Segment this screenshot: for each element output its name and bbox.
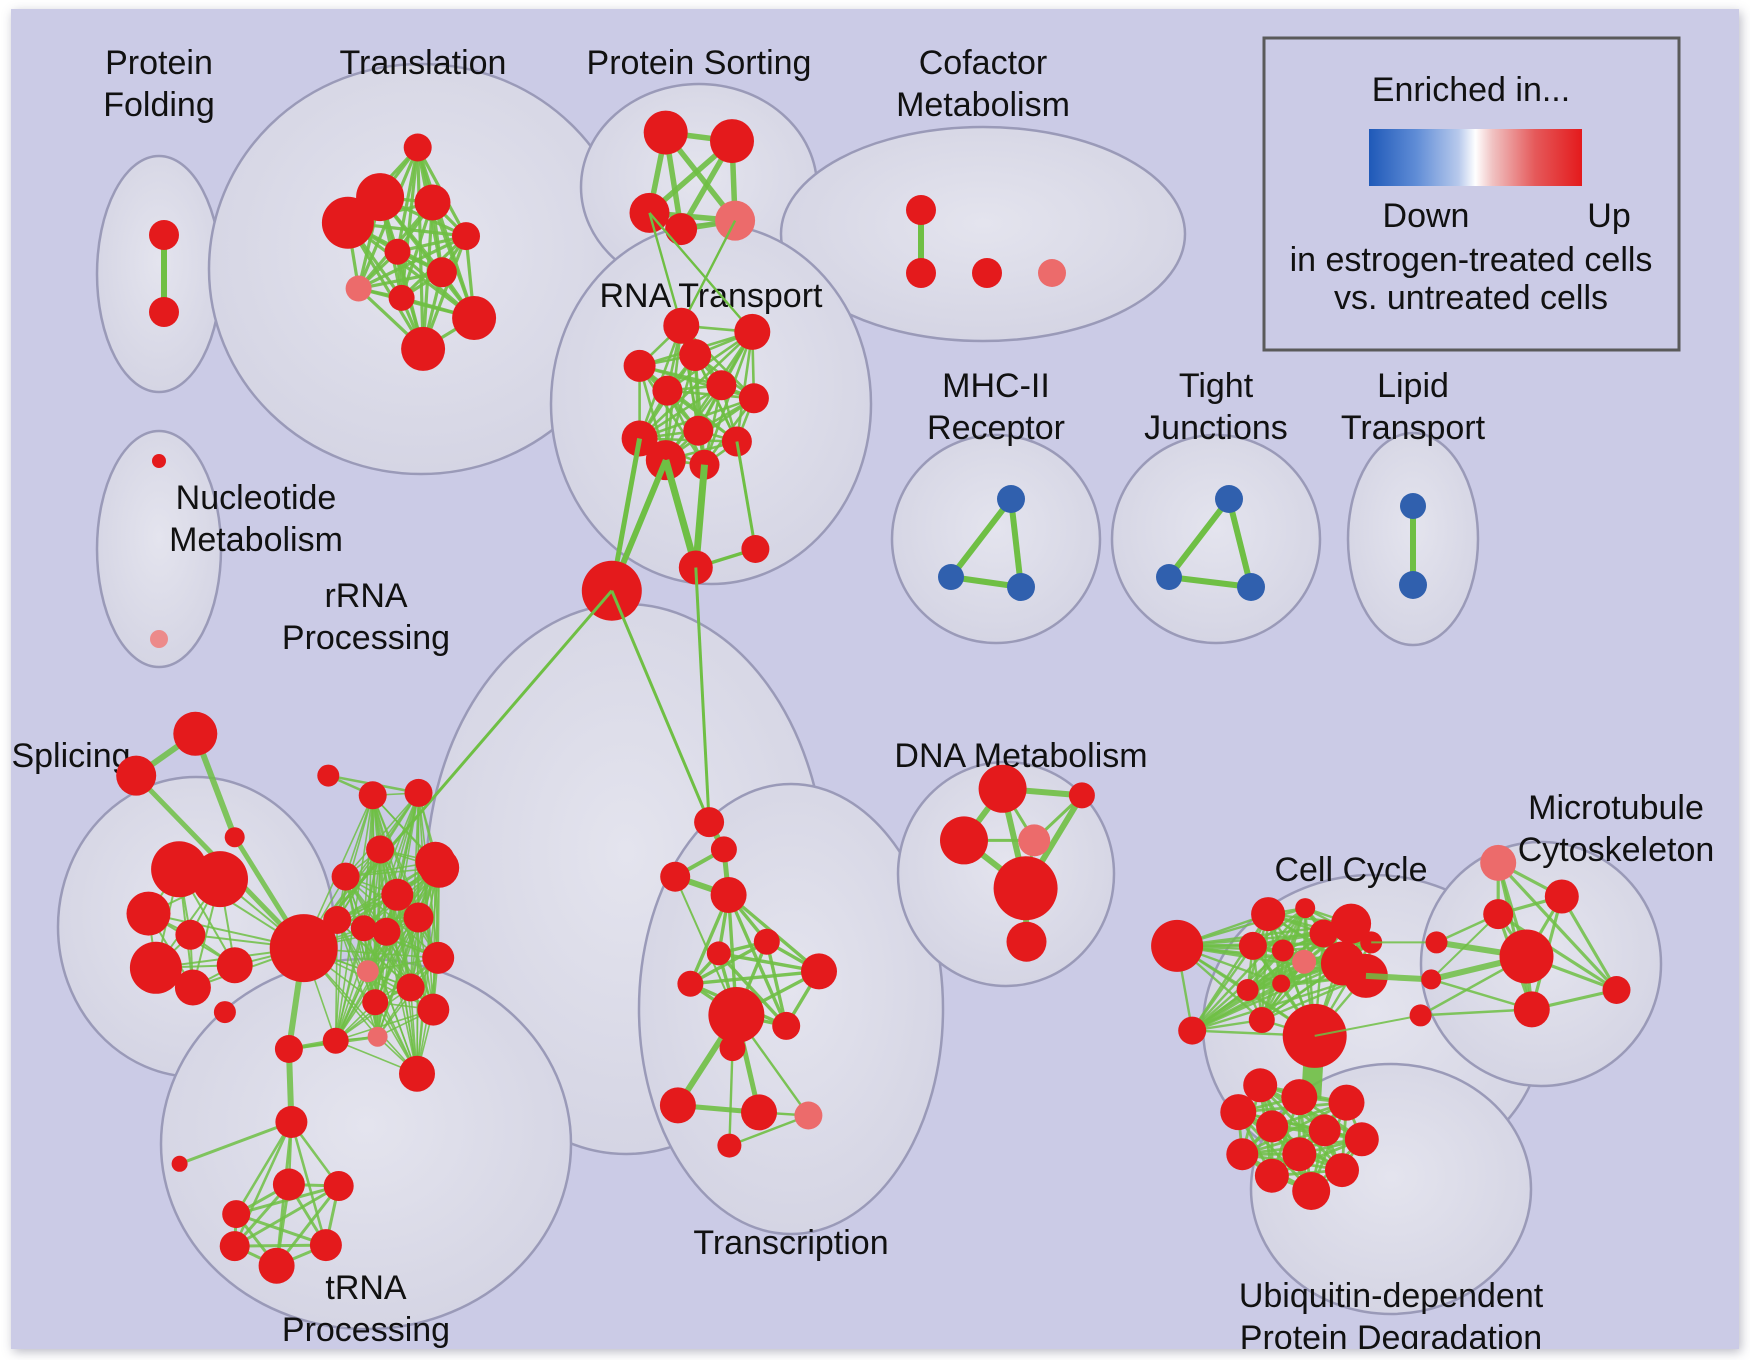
svg-text:Processing: Processing: [282, 1311, 450, 1349]
svg-text:in estrogen-treated cells: in estrogen-treated cells: [1290, 241, 1653, 279]
svg-text:rRNA: rRNA: [324, 577, 407, 615]
svg-text:Enriched in...: Enriched in...: [1372, 71, 1570, 109]
svg-text:Metabolism: Metabolism: [896, 86, 1070, 124]
svg-text:DNA Metabolism: DNA Metabolism: [894, 737, 1147, 775]
svg-text:Protein: Protein: [105, 44, 213, 82]
svg-text:Processing: Processing: [282, 619, 450, 657]
svg-text:Up: Up: [1587, 197, 1630, 235]
svg-text:Splicing: Splicing: [11, 737, 130, 775]
svg-text:Cofactor: Cofactor: [919, 44, 1048, 82]
svg-text:Cell Cycle: Cell Cycle: [1274, 851, 1427, 889]
svg-text:Junctions: Junctions: [1144, 409, 1288, 447]
svg-text:Folding: Folding: [103, 86, 215, 124]
svg-text:Protein Sorting: Protein Sorting: [587, 44, 812, 82]
svg-text:MHC-II: MHC-II: [942, 367, 1050, 405]
svg-text:Tight: Tight: [1179, 367, 1254, 405]
svg-text:Down: Down: [1383, 197, 1470, 235]
svg-text:Cytoskeleton: Cytoskeleton: [1518, 831, 1715, 869]
svg-text:Transport: Transport: [1341, 409, 1486, 447]
svg-text:Transcription: Transcription: [693, 1224, 888, 1262]
svg-text:Receptor: Receptor: [927, 409, 1065, 447]
svg-text:Nucleotide: Nucleotide: [176, 479, 337, 517]
svg-text:Protein Degradation: Protein Degradation: [1240, 1319, 1542, 1349]
svg-text:tRNA: tRNA: [325, 1269, 407, 1307]
svg-text:Metabolism: Metabolism: [169, 521, 343, 559]
svg-text:Ubiquitin-dependent: Ubiquitin-dependent: [1239, 1277, 1544, 1315]
svg-text:Lipid: Lipid: [1377, 367, 1449, 405]
svg-text:vs. untreated cells: vs. untreated cells: [1334, 279, 1608, 317]
svg-text:Microtubule: Microtubule: [1528, 789, 1704, 827]
svg-text:Translation: Translation: [340, 44, 507, 82]
